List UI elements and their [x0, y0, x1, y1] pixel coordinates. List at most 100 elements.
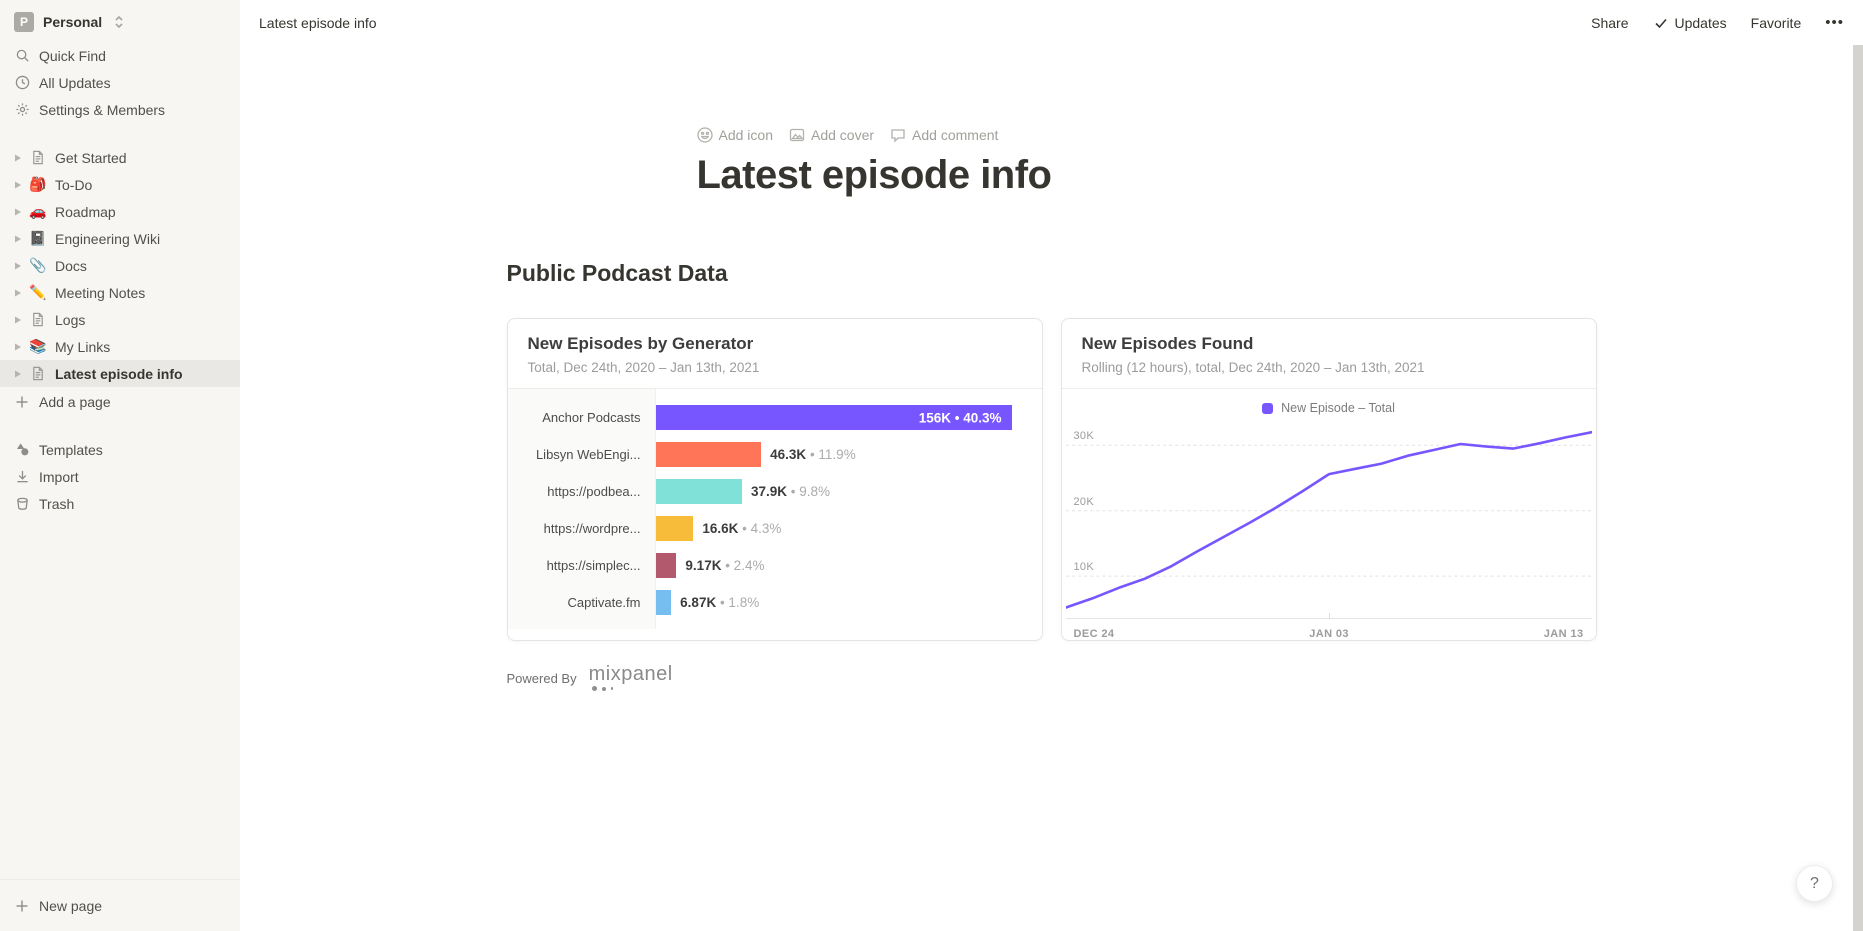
bar-chart-row: Captivate.fm 6.87K • 1.8%: [508, 584, 1042, 621]
sidebar-item-my-links[interactable]: 📚 My Links: [0, 333, 240, 360]
mixpanel-logo[interactable]: mixpanel: [588, 663, 673, 691]
bar-category-label: https://simplec...: [546, 558, 641, 573]
sidebar-item-trash[interactable]: Trash: [0, 490, 240, 517]
new-page-label: New page: [39, 897, 103, 914]
bar-category-label: https://wordpre...: [543, 521, 641, 536]
share-button[interactable]: Share: [1591, 14, 1629, 31]
search-icon: [14, 48, 30, 64]
sidebar-item-label: Logs: [55, 311, 86, 328]
toggle-icon[interactable]: [10, 205, 24, 219]
main-area: Latest episode info Share Updates Favori…: [240, 0, 1863, 931]
y-axis-label: 30K: [1073, 430, 1094, 443]
bar-fill: [655, 516, 694, 541]
page-content: Add icon Add cover Add comment Latest epis…: [240, 45, 1863, 931]
toggle-icon[interactable]: [10, 259, 24, 273]
workspace-name: Personal: [43, 14, 103, 30]
help-button[interactable]: ?: [1796, 865, 1833, 902]
toggle-icon[interactable]: [10, 232, 24, 246]
bar-track: 46.3K • 11.9%: [655, 442, 1012, 467]
add-comment-button[interactable]: Add comment: [890, 127, 998, 143]
bar-chart-card: New Episodes by Generator Total, Dec 24t…: [506, 318, 1043, 641]
bar-fill: [655, 479, 742, 504]
line-chart-header: New Episodes Found Rolling (12 hours), t…: [1061, 319, 1596, 389]
bar-chart-body: Anchor Podcasts 156K • 40.3% Libsyn WebEng…: [507, 389, 1042, 638]
bar-track: 156K • 40.3%: [655, 405, 1012, 430]
templates-icon: [14, 442, 30, 458]
breadcrumb[interactable]: Latest episode info: [259, 14, 377, 31]
toggle-icon[interactable]: [10, 340, 24, 354]
add-cover-button[interactable]: Add cover: [789, 127, 874, 143]
sidebar-item-import[interactable]: Import: [0, 463, 240, 490]
line-chart-title: New Episodes Found: [1081, 334, 1254, 353]
legend-label: New Episode – Total: [1281, 401, 1395, 415]
bar-value-label: 37.9K • 9.8%: [750, 484, 831, 499]
toggle-icon[interactable]: [10, 286, 24, 300]
sidebar-item-label: Engineering Wiki: [55, 230, 161, 247]
bar-value-label: 6.87K • 1.8%: [680, 595, 760, 610]
favorite-button[interactable]: Favorite: [1750, 14, 1802, 31]
sidebar: P Personal Quick Find All Updates Settings…: [0, 0, 240, 931]
emoji-face-icon: [696, 127, 713, 143]
sidebar-pages: Get Started 🎒 To-Do 🚗 Roadmap 📓 Engineering Wi…: [0, 144, 240, 387]
add-icon-button[interactable]: Add icon: [696, 127, 773, 143]
paperclip-emoji-icon: 📎: [29, 257, 47, 273]
sidebar-item-engineering-wiki[interactable]: 📓 Engineering Wiki: [0, 225, 240, 252]
trash-icon: [14, 496, 30, 512]
vertical-scrollbar[interactable]: [1853, 45, 1863, 931]
backpack-emoji-icon: 🎒: [29, 176, 47, 192]
bar-value-label: 46.3K • 11.9%: [770, 447, 856, 462]
clock-icon: [14, 75, 30, 91]
bar-value-label: 16.6K • 4.3%: [702, 521, 782, 536]
bar-chart-row: Libsyn WebEngi... 46.3K • 11.9%: [508, 436, 1042, 473]
toggle-icon[interactable]: [10, 367, 24, 381]
sidebar-item-get-started[interactable]: Get Started: [0, 144, 240, 171]
sidebar-item-all-updates[interactable]: All Updates: [0, 69, 240, 96]
bar-chart-row: https://wordpre... 16.6K • 4.3%: [508, 510, 1042, 547]
more-options-button[interactable]: •••: [1825, 14, 1844, 31]
section-heading[interactable]: Public Podcast Data: [506, 260, 728, 286]
bar-track: 6.87K • 1.8%: [655, 590, 1012, 615]
sidebar-item-label: Get Started: [55, 149, 127, 166]
line-chart-x-labels: DEC 24 JAN 03 JAN 13: [1062, 619, 1596, 640]
sidebar-item-quick-find[interactable]: Quick Find: [0, 42, 240, 69]
new-page-button[interactable]: New page: [0, 879, 240, 931]
add-page-label: Add a page: [39, 393, 111, 410]
sidebar-item-to-do[interactable]: 🎒 To-Do: [0, 171, 240, 198]
sidebar-item-docs[interactable]: 📎 Docs: [0, 252, 240, 279]
workspace-switcher[interactable]: P Personal: [0, 0, 240, 42]
add-page-button[interactable]: Add a page: [0, 388, 240, 415]
sidebar-item-label: Trash: [39, 495, 75, 512]
check-icon: [1653, 15, 1669, 31]
bar-chart-row: Anchor Podcasts 156K • 40.3%: [508, 399, 1042, 436]
sidebar-item-label: To-Do: [55, 176, 93, 193]
updates-button[interactable]: Updates: [1653, 15, 1727, 31]
sidebar-item-templates[interactable]: Templates: [0, 436, 240, 463]
bar-category-label: Anchor Podcasts: [542, 410, 641, 425]
sidebar-item-latest-episode-info[interactable]: Latest episode info: [0, 360, 240, 387]
toggle-icon[interactable]: [10, 151, 24, 165]
sidebar-item-label: Meeting Notes: [55, 284, 146, 301]
bar-fill: [655, 553, 677, 578]
sidebar-item-label: Import: [39, 468, 79, 485]
bar-chart-header: New Episodes by Generator Total, Dec 24t…: [507, 319, 1042, 389]
gear-icon: [14, 102, 30, 118]
bar-value-label: 9.17K • 2.4%: [685, 558, 765, 573]
sidebar-item-roadmap[interactable]: 🚗 Roadmap: [0, 198, 240, 225]
line-chart-legend: New Episode – Total: [1062, 389, 1596, 417]
toggle-icon[interactable]: [10, 178, 24, 192]
bar-track: 37.9K • 9.8%: [655, 479, 1012, 504]
toggle-icon[interactable]: [10, 313, 24, 327]
line-chart-subtitle: Rolling (12 hours), total, Dec 24th, 202…: [1081, 360, 1425, 375]
import-icon: [14, 469, 30, 485]
bar-category-label: https://podbea...: [547, 484, 641, 499]
sidebar-item-logs[interactable]: Logs: [0, 306, 240, 333]
page-title[interactable]: Latest episode info: [696, 153, 1053, 197]
sidebar-item-settings-members[interactable]: Settings & Members: [0, 96, 240, 123]
mixpanel-wordmark: mixpanel: [588, 663, 673, 685]
line-chart-svg: [1065, 430, 1592, 609]
sidebar-item-meeting-notes[interactable]: ✏️ Meeting Notes: [0, 279, 240, 306]
mixpanel-logo-dots: [591, 686, 673, 691]
workspace-avatar: P: [14, 12, 34, 32]
notebook-emoji-icon: 📓: [29, 230, 47, 246]
line-chart-x-axis: [1065, 613, 1592, 619]
